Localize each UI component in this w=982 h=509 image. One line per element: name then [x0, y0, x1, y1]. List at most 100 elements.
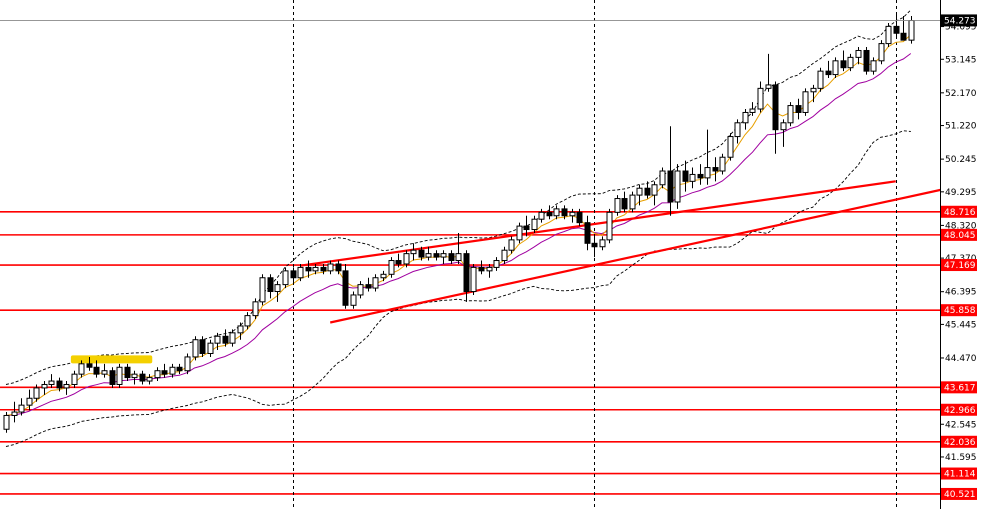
- candle: [169, 363, 176, 378]
- candle: [237, 322, 244, 340]
- candle-body: [501, 249, 508, 262]
- candle-body: [139, 373, 146, 382]
- candle: [26, 389, 33, 411]
- candle-body: [606, 211, 613, 241]
- candle-body: [448, 253, 455, 262]
- candle-body: [757, 87, 764, 110]
- candle: [787, 102, 794, 127]
- candle: [538, 208, 545, 223]
- candle: [388, 257, 395, 278]
- candle: [516, 222, 523, 244]
- candle-body: [900, 32, 907, 41]
- candle: [146, 374, 153, 385]
- candle: [312, 263, 319, 275]
- candle-body: [18, 404, 25, 413]
- candle-body: [621, 198, 628, 210]
- candle: [335, 260, 342, 275]
- candle: [116, 363, 123, 388]
- candle-body: [614, 198, 621, 213]
- candle-body: [893, 25, 900, 34]
- level-label-box: [941, 205, 977, 218]
- candle-body: [780, 122, 787, 131]
- candle: [161, 363, 168, 378]
- upper-trendline: [299, 180, 896, 267]
- candle: [418, 246, 425, 261]
- lower-trendline: [329, 185, 957, 324]
- candle: [259, 274, 266, 306]
- candle: [78, 360, 85, 378]
- candle-body: [403, 253, 410, 265]
- candle-body: [832, 60, 839, 76]
- candle: [749, 102, 756, 116]
- candle-body: [207, 342, 214, 354]
- candle-body: [629, 194, 636, 210]
- candle: [101, 363, 108, 378]
- candle-body: [320, 266, 327, 272]
- candle: [252, 298, 259, 320]
- candle-body: [199, 339, 206, 354]
- candle-body: [222, 335, 229, 344]
- candle-body: [689, 173, 696, 182]
- candle-body: [342, 270, 349, 306]
- candle-body: [214, 335, 221, 344]
- candle: [41, 381, 48, 395]
- candle-body: [734, 122, 741, 138]
- candle-body: [697, 173, 704, 179]
- candle: [109, 367, 116, 388]
- candle: [342, 263, 349, 309]
- candle-body: [569, 211, 576, 217]
- candle: [290, 267, 297, 285]
- candle-body: [795, 105, 802, 113]
- candle: [689, 167, 696, 189]
- candle-body: [267, 277, 274, 293]
- candle-body: [455, 253, 462, 262]
- candle: [802, 88, 809, 116]
- candle: [825, 60, 832, 79]
- candle-body: [538, 211, 545, 220]
- level-label: 42.036: [944, 438, 976, 448]
- axis-tick-label: 54.095: [945, 23, 977, 33]
- current-price-box: [941, 14, 977, 27]
- candle-body: [561, 208, 568, 217]
- axis-tick-label: 50.245: [945, 155, 977, 165]
- candle-body: [584, 222, 591, 244]
- candle-body: [772, 84, 779, 131]
- candle-body: [591, 242, 598, 248]
- candle-body: [870, 60, 877, 72]
- candle-body: [493, 260, 500, 268]
- candle: [855, 47, 862, 65]
- candle: [56, 377, 63, 392]
- candle-body: [863, 49, 870, 72]
- candle-body: [290, 270, 297, 279]
- candle-body: [765, 84, 772, 89]
- candle: [395, 253, 402, 268]
- candle: [599, 236, 606, 251]
- level-label: 42.966: [944, 406, 976, 416]
- axis-tick-label: 53.145: [945, 55, 977, 65]
- candle: [403, 250, 410, 268]
- candle-body: [516, 225, 523, 241]
- level-label-box: [941, 403, 977, 416]
- candle-body: [847, 56, 854, 69]
- candle-body: [33, 387, 40, 399]
- candle: [192, 336, 199, 361]
- candle-body: [523, 225, 530, 231]
- level-label-box: [941, 487, 977, 500]
- candle: [863, 47, 870, 75]
- candle-body: [636, 187, 643, 196]
- candle: [847, 53, 854, 72]
- axis-tick-label: 51.220: [945, 122, 977, 132]
- candle: [222, 329, 229, 347]
- candle: [448, 250, 455, 264]
- candle-body: [259, 277, 266, 303]
- candle-body: [252, 301, 259, 317]
- candle-body: [810, 87, 817, 93]
- candle-body: [749, 108, 756, 113]
- candle: [757, 81, 764, 113]
- candle: [320, 263, 327, 275]
- candle-body: [855, 49, 862, 58]
- candle: [244, 312, 251, 330]
- candle: [523, 215, 530, 237]
- candle-body: [229, 332, 236, 344]
- candle: [712, 157, 719, 182]
